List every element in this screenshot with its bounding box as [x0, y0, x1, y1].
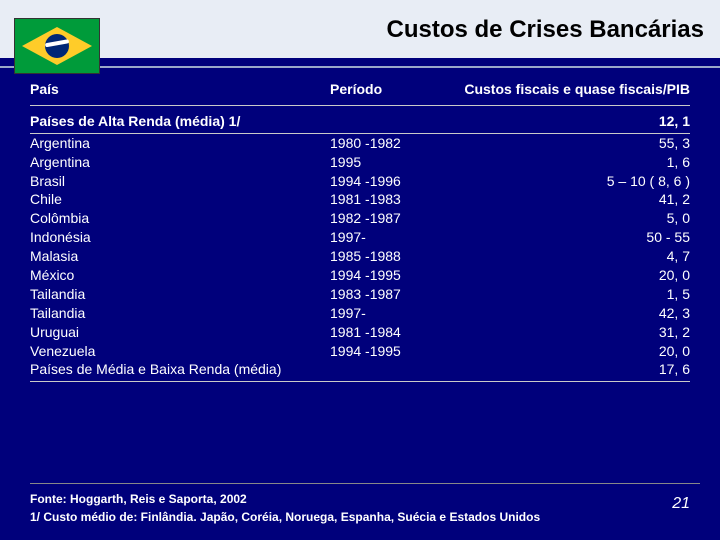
subheader-empty — [330, 112, 460, 131]
crisis-table: País Período Custos fiscais e quase fisc… — [30, 80, 690, 382]
cell-pais: Indonésia — [30, 228, 330, 247]
cell-custo: 20, 0 — [460, 266, 690, 285]
table-row: Uruguai1981 -198431, 2 — [30, 323, 690, 342]
cell-custo: 42, 3 — [460, 304, 690, 323]
cell-periodo: 1994 -1995 — [330, 342, 460, 361]
cell-pais: Uruguai — [30, 323, 330, 342]
header-underline — [0, 66, 720, 68]
cell-pais: Argentina — [30, 134, 330, 153]
table-row: Brasil1994 -19965 – 10 ( 8, 6 ) — [30, 172, 690, 191]
col-custos: Custos fiscais e quase fiscais/PIB — [460, 80, 690, 99]
table-row: Argentina1980 -198255, 3 — [30, 134, 690, 153]
cell-periodo: 1994 -1996 — [330, 172, 460, 191]
cell-periodo: 1995 — [330, 153, 460, 172]
table-row: Venezuela1994 -199520, 0 — [30, 342, 690, 361]
table-row: Tailandia1983 -19871, 5 — [30, 285, 690, 304]
cell-periodo: 1982 -1987 — [330, 209, 460, 228]
cell-pais: Países de Média e Baixa Renda (média) — [30, 360, 330, 379]
subheader-label: Países de Alta Renda (média) 1/ — [30, 112, 330, 131]
table-row: Colômbia1982 -19875, 0 — [30, 209, 690, 228]
cell-periodo: 1981 -1983 — [330, 190, 460, 209]
cell-pais: Malasia — [30, 247, 330, 266]
cell-periodo: 1985 -1988 — [330, 247, 460, 266]
table-row: Malasia1985 -19884, 7 — [30, 247, 690, 266]
cell-pais: Colômbia — [30, 209, 330, 228]
cell-pais: Tailandia — [30, 285, 330, 304]
cell-pais: Argentina — [30, 153, 330, 172]
page-number: 21 — [672, 492, 690, 516]
cell-custo: 5 – 10 ( 8, 6 ) — [460, 172, 690, 191]
cell-custo: 5, 0 — [460, 209, 690, 228]
cell-custo: 41, 2 — [460, 190, 690, 209]
cell-pais: Brasil — [30, 172, 330, 191]
table-row: Chile1981 -198341, 2 — [30, 190, 690, 209]
cell-pais: Tailandia — [30, 304, 330, 323]
page-title: Custos de Crises Bancárias — [387, 16, 704, 44]
cell-custo: 17, 6 — [460, 360, 690, 379]
cell-custo: 4, 7 — [460, 247, 690, 266]
cell-periodo: 1981 -1984 — [330, 323, 460, 342]
cell-periodo: 1983 -1987 — [330, 285, 460, 304]
cell-custo: 20, 0 — [460, 342, 690, 361]
cell-custo: 50 - 55 — [460, 228, 690, 247]
cell-periodo: 1980 -1982 — [330, 134, 460, 153]
cell-periodo — [330, 360, 460, 379]
col-pais: País — [30, 80, 330, 99]
cell-pais: Venezuela — [30, 342, 330, 361]
subheader-row: Países de Alta Renda (média) 1/ 12, 1 — [30, 106, 690, 134]
col-periodo: Período — [330, 80, 460, 99]
subheader-value: 12, 1 — [460, 112, 690, 131]
table-row: Indonésia1997-50 - 55 — [30, 228, 690, 247]
table-wrapper: País Período Custos fiscais e quase fisc… — [0, 60, 720, 382]
footer-line2: 1/ Custo médio de: Finlândia. Japão, Cor… — [30, 508, 700, 526]
cell-periodo: 1997- — [330, 228, 460, 247]
cell-custo: 1, 6 — [460, 153, 690, 172]
table-row: Países de Média e Baixa Renda (média) 17,… — [30, 360, 690, 382]
table-row: Argentina19951, 6 — [30, 153, 690, 172]
cell-custo: 55, 3 — [460, 134, 690, 153]
table-header-row: País Período Custos fiscais e quase fisc… — [30, 80, 690, 106]
table-row: México1994 -199520, 0 — [30, 266, 690, 285]
cell-periodo: 1997- — [330, 304, 460, 323]
cell-pais: Chile — [30, 190, 330, 209]
cell-pais: México — [30, 266, 330, 285]
footer-line1: Fonte: Hoggarth, Reis e Saporta, 2002 — [30, 483, 700, 508]
table-row: Tailandia1997-42, 3 — [30, 304, 690, 323]
cell-custo: 31, 2 — [460, 323, 690, 342]
cell-custo: 1, 5 — [460, 285, 690, 304]
cell-periodo: 1994 -1995 — [330, 266, 460, 285]
footer: Fonte: Hoggarth, Reis e Saporta, 2002 1/… — [30, 483, 700, 526]
brazil-flag-icon — [14, 18, 100, 74]
